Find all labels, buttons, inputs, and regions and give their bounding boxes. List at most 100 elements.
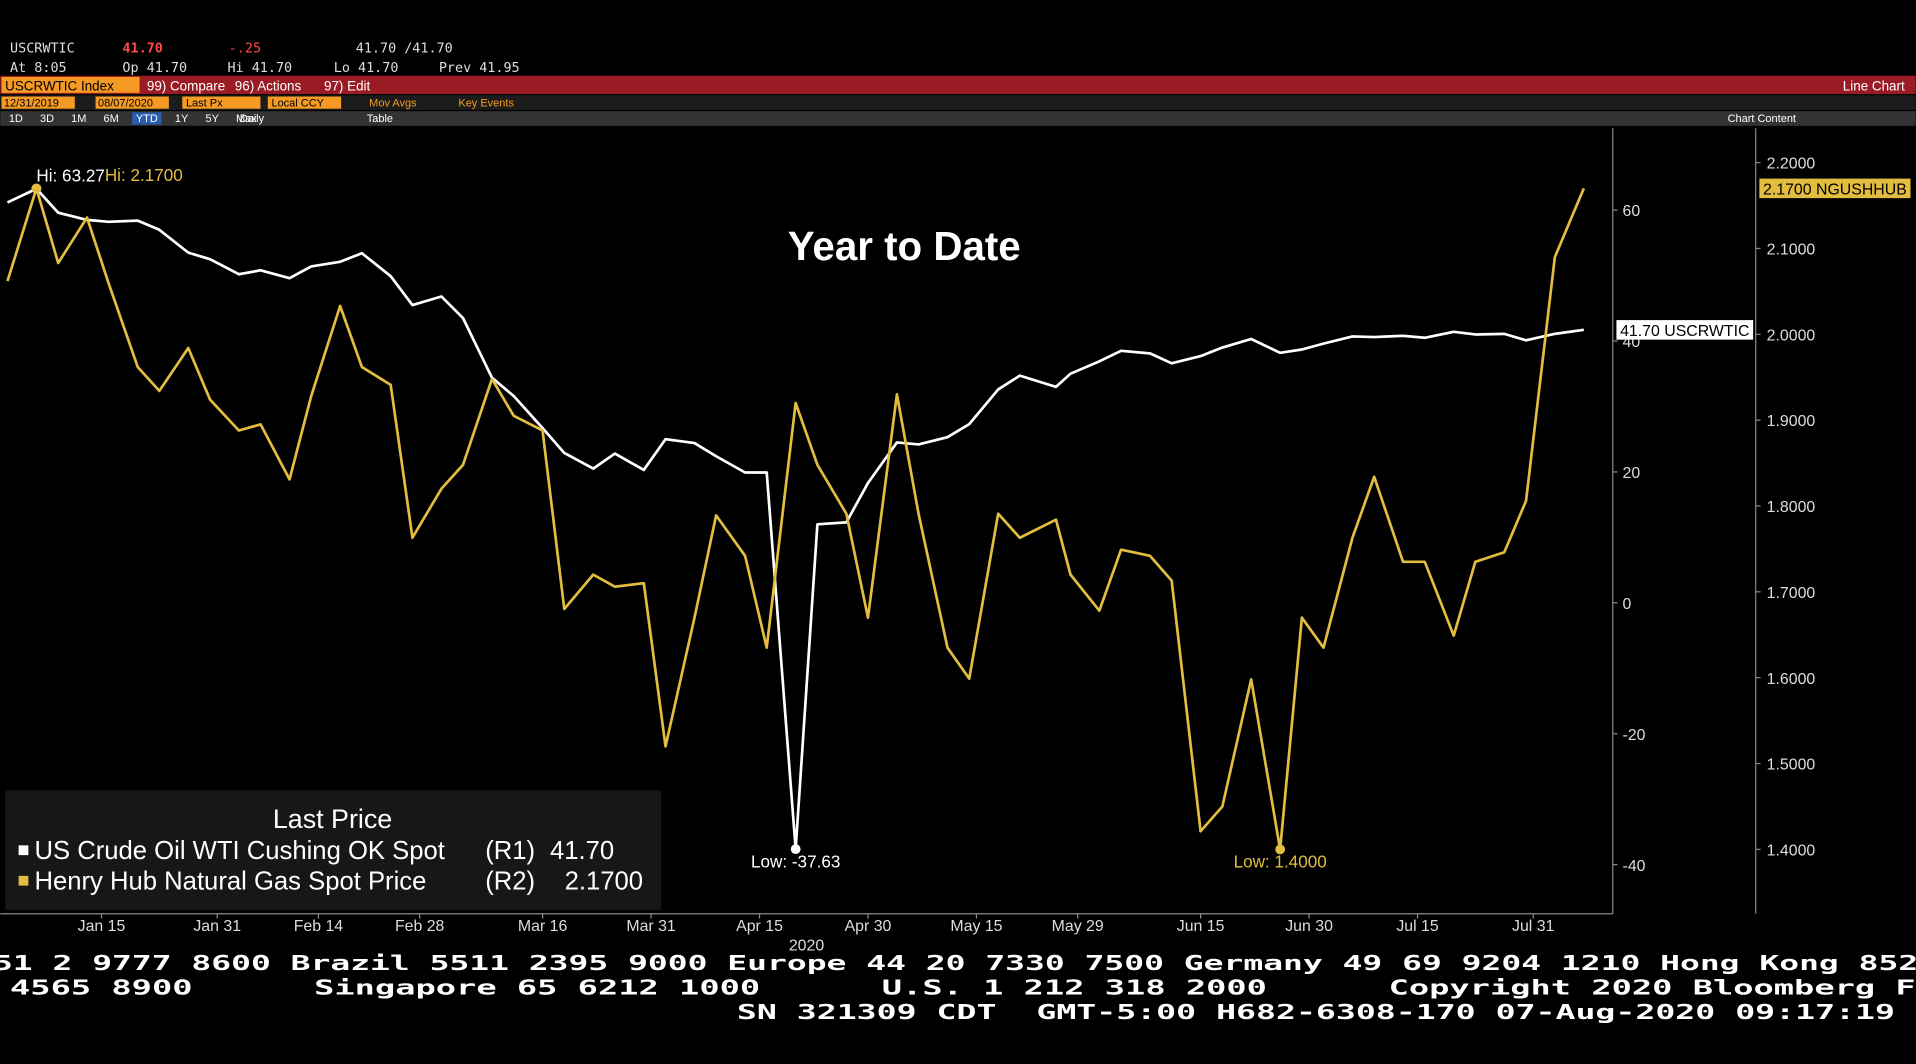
y2-tick-label: 1.6000 — [1767, 671, 1816, 688]
y2-tick-label: 1.7000 — [1767, 585, 1816, 602]
y2-tick-label: 2.2000 — [1767, 156, 1816, 173]
compare-button[interactable]: 99) Compare — [147, 78, 225, 93]
y2-tick-label: 2.0000 — [1767, 327, 1816, 344]
legend-label: US Crude Oil WTI Cushing OK Spot — [34, 837, 444, 865]
y-tick-label: 20 — [1623, 465, 1641, 482]
legend: US Crude Oil WTI Cushing OK Spot (R1) 41.7… — [18, 837, 643, 895]
low-marker — [1275, 844, 1286, 855]
range-button[interactable]: 1Y — [175, 113, 189, 125]
high-label: Hi: 63.27 — [36, 166, 104, 185]
last-price: 41.70 — [122, 42, 162, 57]
range-button[interactable]: 5Y — [205, 113, 219, 125]
table-button[interactable]: Table — [367, 113, 393, 125]
currency-text: Local CCY — [271, 97, 324, 109]
currency-select[interactable] — [267, 96, 342, 109]
x-tick-label: Mar 31 — [626, 918, 676, 935]
security-field[interactable] — [1, 76, 140, 93]
x-tick-label: Apr 30 — [845, 918, 892, 935]
prev-price: Prev 41.95 — [439, 61, 520, 76]
footer-line: 51 2 9777 8600 Brazil 5511 2395 9000 Eur… — [0, 951, 1916, 975]
low-marker — [790, 844, 801, 855]
y2-tick-label: 2.1000 — [1767, 242, 1816, 259]
y2-tick-label: 1.9000 — [1767, 413, 1816, 430]
x-tick-label: Jun 30 — [1285, 918, 1333, 935]
low-label: Low: 1.4000 — [1234, 853, 1327, 872]
x-tick-label: May 15 — [950, 918, 1002, 935]
footer-line: SN 321309 CDT GMT-5:00 H682-6308-170 07-… — [737, 1000, 1895, 1024]
series-line — [6, 187, 1586, 851]
y2-tick-label: 1.8000 — [1767, 499, 1816, 516]
x-tick-label: May 29 — [1052, 918, 1104, 935]
low-price: Lo 41.70 — [334, 61, 399, 76]
legend-axis: (R1) — [485, 837, 535, 865]
chart-title: Year to Date — [788, 224, 1021, 269]
x-tick-label: Feb 14 — [294, 918, 344, 935]
range-button[interactable]: 6M — [103, 113, 118, 125]
x-axis-label: 2020 — [789, 937, 824, 954]
footer-line: 4565 8900 Singapore 65 6212 1000 U.S. 1 … — [10, 975, 1916, 999]
range-buttons: 1D 3D 1M 6M YTD 1Y 5Y Max — [9, 112, 257, 125]
y-tick-label: 0 — [1623, 596, 1632, 613]
low-label: Low: -37.63 — [751, 852, 840, 871]
legend-axis: (R2) — [485, 867, 535, 895]
view-name: Line Chart — [1843, 78, 1905, 93]
last-price-tag — [1616, 320, 1754, 340]
y-tick-label: -20 — [1623, 727, 1646, 744]
last-price-tag — [1759, 178, 1911, 199]
range-button[interactable]: Max — [236, 113, 257, 125]
x-tick-label: Feb 28 — [395, 918, 445, 935]
last-price-label: 41.70 USCRWTIC — [1620, 323, 1749, 340]
key-events[interactable]: Key Events — [458, 97, 514, 109]
legend-swatch — [18, 845, 29, 856]
y-tick-label: 60 — [1623, 203, 1641, 220]
x-tick-label: Jul 15 — [1396, 918, 1439, 935]
edit-button[interactable]: 97) Edit — [324, 78, 371, 93]
range-button[interactable]: 1D — [9, 113, 23, 125]
high-label: Hi: 2.1700 — [105, 166, 183, 185]
plot: Jan 15 Jan 31 Feb 14 Feb 28 Mar 16 Mar 31 Apr … — [0, 128, 1911, 935]
legend-label: Henry Hub Natural Gas Spot Price — [34, 867, 426, 895]
toolbar-row — [0, 95, 1916, 110]
legend-value: 2.1700 — [565, 867, 643, 895]
x-tick-label: Jun 15 — [1177, 918, 1225, 935]
chart-content[interactable]: Chart Content — [1728, 113, 1796, 125]
range-button[interactable]: 1M — [71, 113, 86, 125]
x-tick-label: Jan 15 — [78, 918, 126, 935]
range-row — [0, 111, 1916, 126]
mov-avgs[interactable]: Mov Avgs — [369, 97, 417, 109]
legend-title: Last Price — [273, 804, 392, 834]
frequency[interactable]: Daily — [240, 113, 265, 125]
y2-tick-label: 1.5000 — [1767, 757, 1816, 774]
x-tick-label: Jan 31 — [193, 918, 241, 935]
range-selected — [132, 112, 162, 125]
legend-value: 41.70 — [550, 837, 614, 865]
high-price: Hi 41.70 — [227, 61, 292, 76]
x-tick-label: Apr 15 — [736, 918, 783, 935]
range-button[interactable]: 3D — [40, 113, 54, 125]
x-tick-label: Jul 31 — [1512, 918, 1555, 935]
toolbar-bar — [0, 75, 1916, 95]
actions-button[interactable]: 96) Actions — [235, 78, 302, 93]
end-date-field[interactable] — [95, 96, 169, 109]
last-price-label: 2.1700 NGUSHHUB — [1763, 181, 1907, 198]
legend-box — [5, 790, 662, 911]
field-select[interactable] — [182, 96, 261, 109]
bid-ask: 41.70 /41.70 — [356, 42, 453, 57]
ticker: USCRWTIC — [10, 42, 75, 57]
legend-swatch — [18, 875, 29, 886]
end-date: 08/07/2020 — [98, 97, 153, 109]
range-button[interactable]: YTD — [136, 113, 158, 125]
high-marker — [31, 183, 42, 194]
price-change: -.25 — [229, 42, 261, 57]
open-price: Op 41.70 — [122, 61, 187, 76]
footer: 51 2 9777 8600 Brazil 5511 2395 9000 Eur… — [0, 951, 1916, 1024]
x-tick-label: Mar 16 — [518, 918, 568, 935]
field-text: Last Px — [186, 97, 223, 109]
start-date-field[interactable] — [1, 96, 75, 109]
y2-tick-label: 1.4000 — [1767, 842, 1816, 859]
quote-time: At 8:05 — [10, 61, 67, 76]
start-date: 12/31/2019 — [4, 97, 59, 109]
